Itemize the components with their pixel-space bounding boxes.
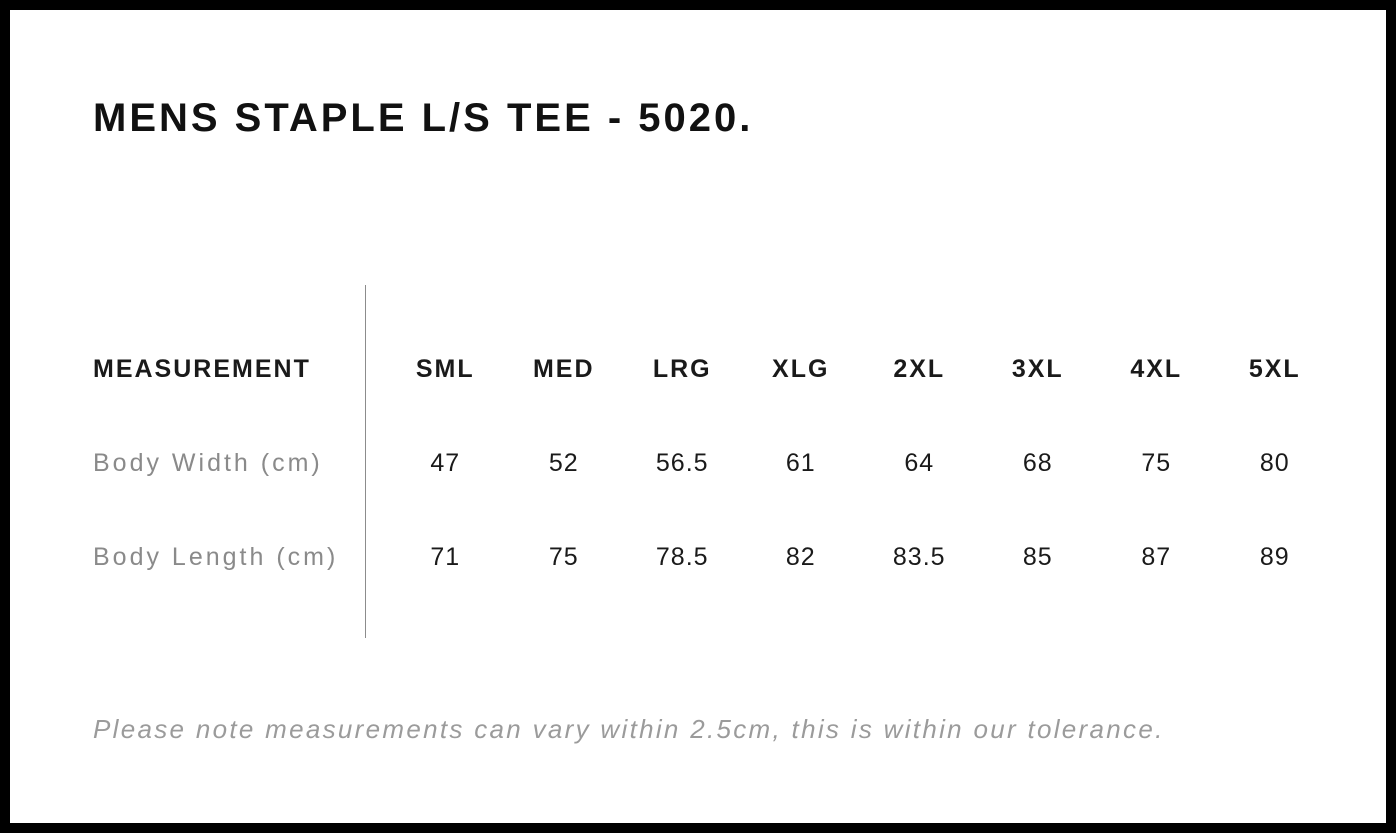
page-title: MENS STAPLE L/S TEE - 5020.: [93, 96, 754, 140]
measurement-value: 83.5: [892, 542, 946, 571]
measurement-column-header: MEASUREMENT: [93, 354, 311, 383]
size-column-header-2xl: 2XL: [893, 354, 946, 383]
measurement-value: 47: [430, 448, 461, 477]
size-column-header-sml: SML: [415, 354, 475, 383]
row-label: Body Width (cm): [93, 448, 323, 477]
size-column-header-4xl: 4XL: [1130, 354, 1183, 383]
measurement-value: 75: [1141, 448, 1172, 477]
measurement-value: 52: [548, 448, 579, 477]
size-column-header-med: MED: [532, 354, 595, 383]
tolerance-note: Please note measurements can vary within…: [93, 714, 1165, 744]
table-divider: [365, 285, 366, 638]
measurement-value: 56.5: [655, 448, 709, 477]
measurement-value: 71: [430, 542, 461, 571]
measurement-value: 78.5: [655, 542, 709, 571]
size-chart-table: MEASUREMENT SML MED LRG XLG 2XL 3XL 4XL 5XL Body …: [93, 285, 1338, 638]
size-column-header-5xl: 5XL: [1248, 354, 1301, 383]
size-column-header-lrg: LRG: [652, 354, 712, 383]
measurement-value: 85: [1022, 542, 1053, 571]
size-column-header-3xl: 3XL: [1011, 354, 1064, 383]
measurement-value: 61: [785, 448, 816, 477]
measurement-value: 68: [1022, 448, 1053, 477]
measurement-value: 75: [548, 542, 579, 571]
measurement-value: 89: [1259, 542, 1290, 571]
row-label: Body Length (cm): [93, 542, 339, 571]
measurement-value: 87: [1141, 542, 1172, 571]
measurement-value: 64: [904, 448, 935, 477]
measurement-value: 80: [1259, 448, 1290, 477]
measurement-value: 82: [785, 542, 816, 571]
size-column-header-xlg: XLG: [772, 354, 830, 383]
size-chart-grid: MEASUREMENT SML MED LRG XLG 2XL 3XL 4XL 5XL Body …: [93, 285, 1338, 604]
